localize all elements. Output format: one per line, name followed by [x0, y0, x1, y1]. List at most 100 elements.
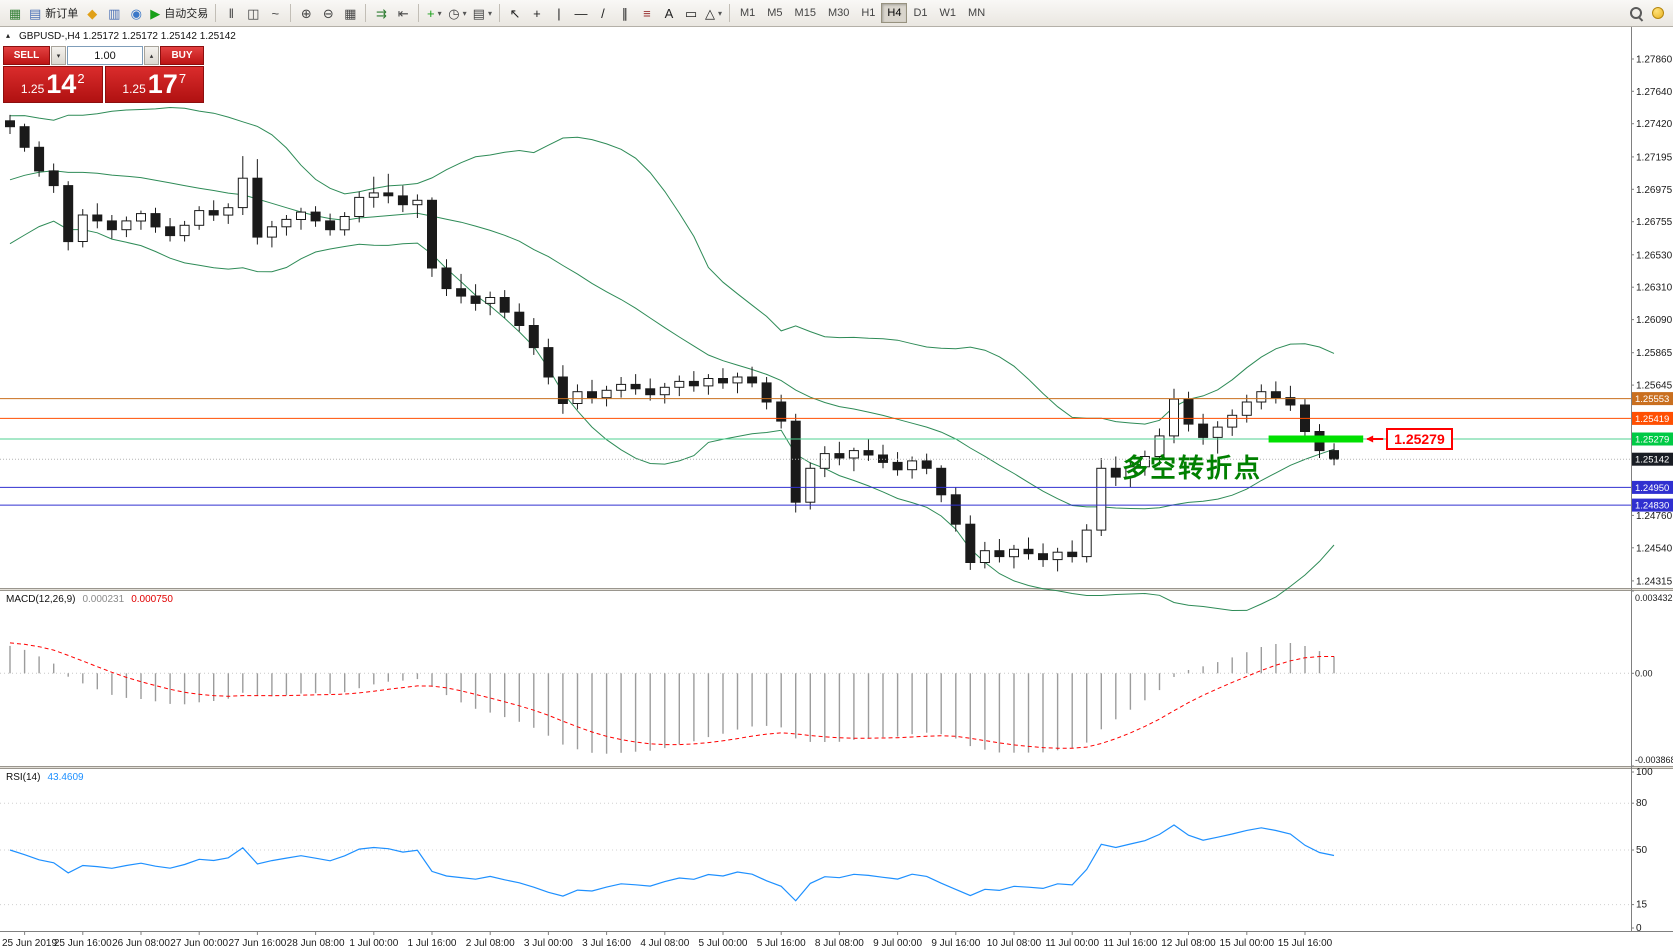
rsi-axis-label: 80 — [1636, 798, 1648, 809]
search-button[interactable] — [1625, 2, 1647, 24]
bollinger-upper-band — [9, 106, 1335, 425]
ask-price-box[interactable]: 1.25 17 7 — [104, 66, 204, 103]
timeframe-h1-button[interactable]: H1 — [861, 7, 876, 19]
volume-input[interactable] — [67, 46, 143, 65]
candle-body — [5, 120, 15, 128]
candle-body — [485, 297, 496, 304]
timeframe-mn-button[interactable]: MN — [968, 7, 986, 19]
candle-body — [339, 216, 350, 231]
price-badge — [1632, 452, 1673, 466]
candle-body — [368, 192, 379, 198]
candle-body — [645, 388, 656, 396]
bar-chart-button[interactable]: ‖ — [220, 2, 242, 24]
collapse-arrow-icon[interactable]: ▴ — [6, 31, 11, 40]
candle-body — [907, 460, 918, 471]
turning-point-highlight-bar[interactable] — [1268, 435, 1364, 443]
volume-up-button[interactable]: ▴ — [144, 46, 159, 65]
market-watch-button[interactable]: ▥ — [103, 2, 125, 24]
time-axis-label: 11 Jul 00:00 — [1045, 938, 1099, 949]
rsi-name: RSI(14) — [6, 772, 41, 783]
line-chart-button[interactable]: ~ — [264, 2, 286, 24]
channel-button[interactable]: ∥ — [614, 2, 636, 24]
vertical-line-icon: | — [557, 5, 561, 21]
candle-body — [703, 378, 714, 387]
price-badge-label: 1.25419 — [1635, 414, 1669, 425]
timeframe-h4-button[interactable]: H4 — [881, 3, 908, 23]
new-order-label: 新订单 — [45, 8, 79, 20]
price-axis-label: 1.27420 — [1636, 119, 1673, 130]
candle-body — [1154, 435, 1165, 457]
templates-button[interactable]: ▤ ▾ — [470, 2, 495, 24]
candle-body — [1241, 401, 1252, 416]
trendline-button[interactable]: / — [592, 2, 614, 24]
new-chart-button[interactable]: ▦ — [4, 2, 26, 24]
new-order-button[interactable]: ▤ 新订单 — [26, 2, 81, 24]
candle-body — [557, 376, 568, 404]
price-callout-label[interactable]: 1.25279 — [1386, 427, 1453, 450]
time-axis-label: 1 Jul 16:00 — [408, 938, 457, 949]
macd-indicator-label: MACD(12,26,9) 0.000231 0.000750 — [6, 594, 173, 605]
metaeditor-icon: ◆ — [87, 5, 98, 21]
timeframe-m5-button[interactable]: M5 — [767, 7, 783, 19]
chart-annotation-text[interactable]: 多空转折点 — [1122, 453, 1263, 483]
horizontal-line-button[interactable]: — — [570, 2, 592, 24]
periods-button[interactable]: ◷ ▾ — [445, 2, 469, 24]
grid-button[interactable]: ▦ — [339, 2, 361, 24]
zoom-in-icon: ⊕ — [300, 5, 312, 21]
candlestick-chart-button[interactable]: ◫ — [242, 2, 264, 24]
auto-scroll-button[interactable]: ⇉ — [370, 2, 392, 24]
timeframe-d1-button[interactable]: D1 — [913, 7, 928, 19]
indicators-button[interactable]: + ▾ — [423, 2, 445, 24]
candle-body — [936, 467, 947, 496]
autotrading-button[interactable]: ▶ 自动交易 — [147, 2, 211, 24]
candle-body — [1139, 456, 1150, 468]
vertical-line-button[interactable]: | — [548, 2, 570, 24]
cursor-icon: ↖ — [509, 5, 521, 21]
text-label-button[interactable]: ▭ — [680, 2, 702, 24]
candle-body — [587, 391, 597, 399]
time-axis-label: 1 Jul 00:00 — [349, 938, 398, 949]
candle-body — [252, 177, 263, 238]
timeframe-m15-button[interactable]: M15 — [794, 7, 816, 19]
timeframe-w1-button[interactable]: W1 — [939, 7, 957, 19]
buy-button[interactable]: BUY — [160, 46, 204, 65]
favorites-button[interactable] — [1647, 2, 1669, 24]
time-axis-label: 9 Jul 16:00 — [931, 938, 980, 949]
crosshair-icon: + — [533, 5, 541, 21]
candle-body — [1110, 467, 1121, 478]
candle-body — [1067, 551, 1078, 558]
time-axis-label: 25 Jun 16:00 — [54, 938, 112, 949]
candle-body — [1038, 553, 1048, 561]
candle-body — [790, 420, 801, 503]
sell-button[interactable]: SELL — [3, 46, 50, 65]
crosshair-button[interactable]: + — [526, 2, 548, 24]
candle-body — [310, 211, 321, 222]
metaeditor-button[interactable]: ◆ — [81, 2, 103, 24]
autotrading-icon: ▶ — [150, 5, 161, 21]
timeframe-m30-button[interactable]: M30 — [827, 7, 850, 19]
candle-body — [718, 378, 728, 384]
chart-shift-button[interactable]: ⇤ — [392, 2, 414, 24]
shapes-button[interactable]: △ ▾ — [702, 2, 725, 24]
candle-body — [1125, 466, 1136, 478]
time-axis-label: 12 Jul 08:00 — [1161, 938, 1216, 949]
macd-value: 0.000231 — [82, 594, 125, 605]
timeframe-m1-button[interactable]: M1 — [739, 7, 756, 19]
candle-body — [805, 467, 816, 503]
time-axis-label: 10 Jul 08:00 — [987, 938, 1042, 949]
price-axis-label: 1.26755 — [1636, 217, 1673, 228]
fibonacci-button[interactable]: ≡ — [636, 2, 658, 24]
bid-price-box[interactable]: 1.25 14 2 — [3, 66, 103, 103]
indicators-dropdown-icon: ▾ — [437, 8, 442, 18]
new-order-icon: ▤ — [29, 5, 42, 21]
navigator-button[interactable]: ◉ — [125, 2, 147, 24]
candle-body — [950, 494, 961, 525]
chart-canvas[interactable]: 1.27860 1.27640 1.27420 1.27195 1.26975 1.267… — [0, 27, 1673, 951]
text-button[interactable]: A — [658, 2, 680, 24]
zoom-in-button[interactable]: ⊕ — [295, 2, 317, 24]
zoom-out-button[interactable]: ⊖ — [317, 2, 339, 24]
cursor-button[interactable]: ↖ — [504, 2, 526, 24]
candle-body — [383, 192, 394, 197]
trendline-icon: / — [601, 5, 605, 21]
volume-down-button[interactable]: ▾ — [51, 46, 66, 65]
